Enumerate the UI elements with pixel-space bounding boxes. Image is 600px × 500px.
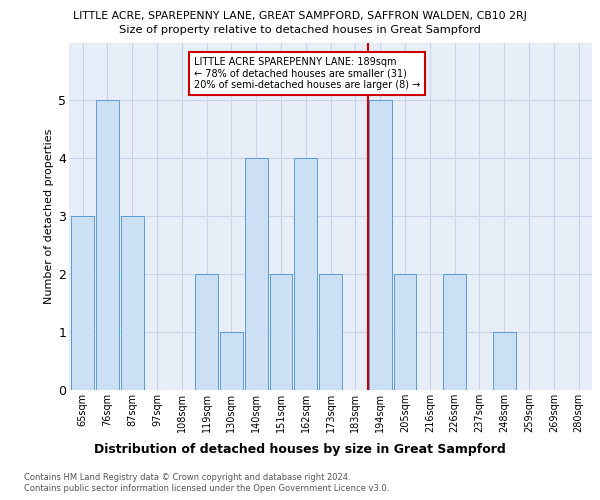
Y-axis label: Number of detached properties: Number of detached properties [44, 128, 54, 304]
Text: Size of property relative to detached houses in Great Sampford: Size of property relative to detached ho… [119, 25, 481, 35]
Bar [121, 216, 143, 390]
Bar [245, 158, 268, 390]
Text: Distribution of detached houses by size in Great Sampford: Distribution of detached houses by size … [94, 442, 506, 456]
Bar [295, 158, 317, 390]
Bar [269, 274, 292, 390]
Bar [195, 274, 218, 390]
Text: Contains HM Land Registry data © Crown copyright and database right 2024.: Contains HM Land Registry data © Crown c… [24, 472, 350, 482]
Bar [220, 332, 243, 390]
Text: LITTLE ACRE, SPAREPENNY LANE, GREAT SAMPFORD, SAFFRON WALDEN, CB10 2RJ: LITTLE ACRE, SPAREPENNY LANE, GREAT SAMP… [73, 11, 527, 21]
Bar [369, 100, 392, 390]
Bar [96, 100, 119, 390]
Bar [319, 274, 342, 390]
Bar [443, 274, 466, 390]
Text: LITTLE ACRE SPAREPENNY LANE: 189sqm
← 78% of detached houses are smaller (31)
20: LITTLE ACRE SPAREPENNY LANE: 189sqm ← 78… [194, 57, 421, 90]
Text: Contains public sector information licensed under the Open Government Licence v3: Contains public sector information licen… [24, 484, 389, 493]
Bar [394, 274, 416, 390]
Bar [493, 332, 515, 390]
Bar [71, 216, 94, 390]
